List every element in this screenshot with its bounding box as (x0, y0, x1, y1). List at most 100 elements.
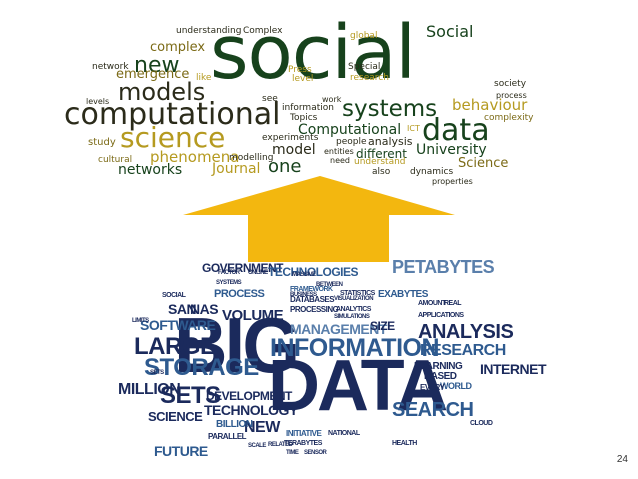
cloud-word: RELATED (268, 442, 293, 448)
cloud-word: experiments (262, 133, 319, 143)
cloud-word: society (494, 79, 527, 89)
cloud-word: levels (86, 97, 110, 106)
cloud-word: INFORMATION (270, 334, 440, 362)
cloud-word: AMOUNT (418, 300, 446, 307)
cloud-word: like (196, 73, 212, 83)
cloud-word: STORAGE (144, 354, 259, 381)
cloud-word: Social (426, 22, 474, 41)
cloud-word: HEALTH (392, 440, 417, 447)
cloud-word: systems (342, 96, 438, 122)
cloud-word: Science (458, 156, 509, 171)
cloud-word: FRAMEWORK (290, 286, 333, 293)
cloud-word: science (120, 121, 226, 154)
cloud-word: need (330, 156, 350, 165)
cloud-word: also (372, 167, 391, 177)
cloud-word: DATA (268, 346, 448, 426)
cloud-word: research (350, 73, 389, 83)
cloud-word: TECHNOLOGY (204, 402, 298, 418)
cloud-word: SIZE (370, 319, 395, 333)
cloud-word: MANAGEMENT (290, 321, 387, 337)
cloud-word: SENSOR (304, 450, 327, 456)
cloud-word: different (356, 147, 407, 161)
cloud-word: Press (288, 65, 312, 75)
cloud-word: RESEARCH (420, 342, 506, 359)
cloud-word: SOFTWARE (140, 317, 216, 333)
cloud-word: EVERY (420, 383, 445, 392)
cloud-word: INITIATIVE (286, 429, 322, 438)
cloud-word: STATISTICS (340, 290, 375, 297)
cloud-word: data (422, 113, 490, 148)
cloud-word: dynamics (410, 167, 454, 177)
cloud-word: LEARNING (414, 361, 463, 372)
cloud-word: SCIENCE (148, 409, 203, 424)
cloud-word: CLOUD (470, 420, 493, 427)
cloud-word: analysis (368, 135, 413, 148)
cloud-word: PROCESSING (290, 305, 339, 314)
cloud-word: PROCESS (214, 288, 265, 300)
cloud-word: BILLION (216, 419, 253, 430)
cloud-word: BUSINESS (290, 292, 317, 298)
cloud-word: understand (354, 157, 406, 167)
cloud-word: model (272, 142, 316, 158)
cloud-word: PARALLEL (208, 432, 247, 441)
cloud-word: NATIONAL (328, 430, 360, 437)
cloud-word: complex (150, 40, 206, 55)
cloud-word: level (292, 74, 314, 84)
cloud-word: SAN (168, 301, 197, 317)
cloud-word: APPLICATIONS (418, 312, 464, 319)
cloud-word: ANALYTICS (336, 306, 371, 313)
cloud-word: BIG (174, 301, 300, 389)
cloud-word: LIMITS (132, 318, 149, 324)
cloud-word: ONLINE (248, 270, 268, 276)
cloud-word: VOLUME (222, 307, 284, 324)
cloud-word: models (118, 78, 206, 106)
cloud-word: modelling (229, 153, 274, 163)
cloud-word: networks (118, 162, 183, 178)
cloud-word: FUTURE (154, 443, 208, 459)
cloud-word: Journal (212, 161, 261, 177)
cloud-word: SCALE (248, 443, 266, 449)
cloud-word: SETS (150, 370, 164, 376)
cloud-word: behaviour (452, 96, 528, 114)
cloud-word: emergence (116, 67, 190, 82)
cloud-word: study (88, 137, 116, 148)
cloud-word: properties (432, 177, 473, 186)
cloud-word: Complex (243, 26, 283, 36)
cloud-word: MASSIVE (292, 272, 316, 278)
cloud-word: people (336, 137, 367, 147)
cloud-word: TECHNOLOGIES (268, 265, 359, 279)
cloud-word: INTERNET (480, 361, 547, 377)
cloud-word: understanding (176, 26, 242, 36)
cloud-word: process (496, 91, 527, 100)
page-number: 24 (616, 454, 628, 465)
cloud-word: REAL (444, 300, 462, 307)
cloud-word: one (268, 156, 302, 177)
cloud-word: PETABYTES (392, 257, 495, 277)
cloud-word: SETS (160, 382, 221, 409)
cloud-word: entities (324, 147, 354, 156)
cloud-word: SEARCH (392, 399, 474, 421)
cloud-word: cultural (98, 155, 133, 165)
cloud-word: SYSTEMS (216, 280, 242, 286)
cloud-word: ICT (407, 124, 420, 133)
cloud-word: Special (348, 62, 381, 72)
cloud-word: social (210, 10, 416, 96)
cloud-word: Topics (290, 113, 318, 123)
cloud-word: information (282, 103, 334, 113)
cloud-word: MILLION (118, 381, 181, 398)
cloud-word: new (134, 53, 180, 78)
cloud-word: NEW (244, 419, 280, 436)
cloud-word: ANALYSIS (418, 321, 514, 343)
cloud-word: TIME (286, 450, 299, 456)
cloud-word: FACTOR (218, 270, 240, 276)
cloud-word: network (92, 62, 129, 72)
cloud-word: BETWEEN (316, 282, 343, 288)
cloud-word: global (350, 31, 378, 41)
cloud-word: SIMULATIONS (334, 314, 370, 320)
cloud-word: EXABYTES (378, 289, 428, 300)
cloud-word: DATABASES (290, 295, 335, 304)
cloud-word: WORLD (440, 381, 472, 391)
cloud-word: Computational (298, 122, 402, 138)
